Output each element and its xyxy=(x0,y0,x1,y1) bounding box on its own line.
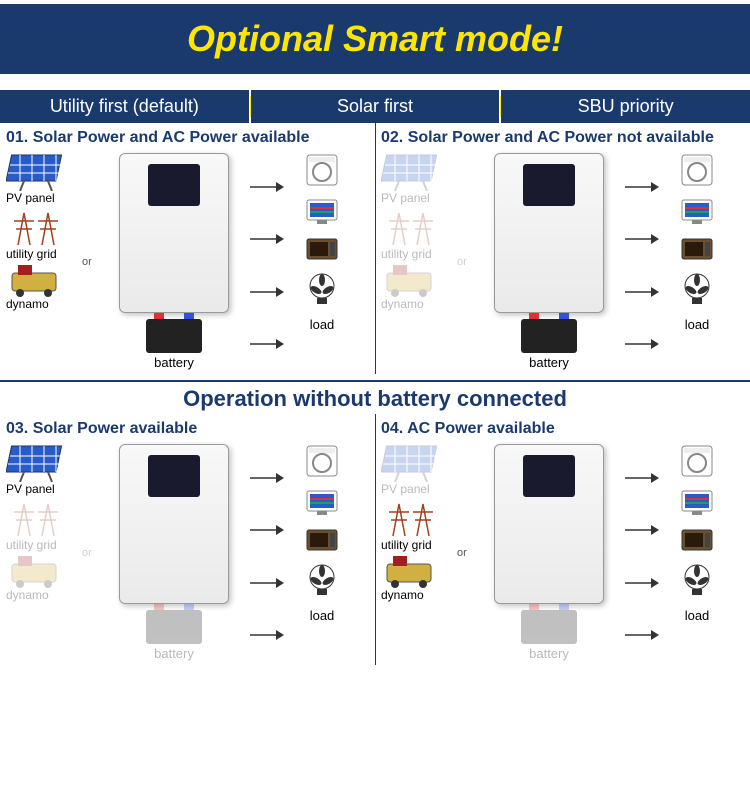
tv-icon xyxy=(680,489,714,522)
battery-icon xyxy=(521,610,577,644)
washer-icon xyxy=(305,444,339,483)
battery-label: battery xyxy=(529,355,569,370)
scenario-panel-1: 01. Solar Power and AC Power available P… xyxy=(0,123,375,374)
inverter-icon xyxy=(119,153,229,313)
battery-icon xyxy=(146,319,202,353)
washer-icon xyxy=(680,444,714,483)
fan-icon xyxy=(305,563,339,602)
loads-column: load xyxy=(292,153,352,370)
or-label: or xyxy=(82,153,100,370)
or-label: or xyxy=(82,444,100,661)
inverter-column: battery xyxy=(104,444,244,661)
arrows xyxy=(248,444,288,661)
inverter-icon xyxy=(119,444,229,604)
panels-bottom: 03. Solar Power available PV panel utili… xyxy=(0,414,750,665)
scenario-panel-2: 02. Solar Power and AC Power not availab… xyxy=(375,123,750,374)
inverter-icon xyxy=(494,444,604,604)
fan-icon xyxy=(305,272,339,311)
pv-panel-icon: PV panel xyxy=(381,153,453,205)
panels-top: 01. Solar Power and AC Power available P… xyxy=(0,123,750,374)
fan-icon xyxy=(680,272,714,311)
sources-column: PV panel utility grid dynamo xyxy=(6,444,78,661)
tv-icon xyxy=(305,198,339,231)
battery-label: battery xyxy=(154,355,194,370)
panel-title: 03. Solar Power available xyxy=(6,420,369,438)
arrows xyxy=(248,153,288,370)
panel-title: 04. AC Power available xyxy=(381,420,744,438)
sources-column: PV panel utility grid dynamo xyxy=(6,153,78,370)
pv-panel-icon: PV panel xyxy=(6,444,78,496)
utility-grid-icon: utility grid xyxy=(6,498,78,552)
utility-grid-icon: utility grid xyxy=(6,207,78,261)
arrows xyxy=(623,444,663,661)
banner-text: Optional Smart mode! xyxy=(187,18,563,59)
load-label: load xyxy=(685,317,710,332)
utility-grid-icon: utility grid xyxy=(381,498,453,552)
loads-column: load xyxy=(667,153,727,370)
scenario-panel-4: 04. AC Power available PV panel utility … xyxy=(375,414,750,665)
load-label: load xyxy=(310,317,335,332)
dynamo-icon: dynamo xyxy=(381,554,453,602)
scenario-panel-3: 03. Solar Power available PV panel utili… xyxy=(0,414,375,665)
sources-column: PV panel utility grid dynamo xyxy=(381,444,453,661)
battery-label: battery xyxy=(154,646,194,661)
mode-tab-utility[interactable]: Utility first (default) xyxy=(0,90,249,123)
washer-icon xyxy=(305,153,339,192)
microwave-icon xyxy=(680,528,714,557)
pv-panel-icon: PV panel xyxy=(381,444,453,496)
mode-tab-solar[interactable]: Solar first xyxy=(251,90,500,123)
inverter-column: battery xyxy=(479,153,619,370)
or-label: or xyxy=(457,153,475,370)
inverter-icon xyxy=(494,153,604,313)
tv-icon xyxy=(305,489,339,522)
microwave-icon xyxy=(305,237,339,266)
midband-title: Operation without battery connected xyxy=(0,382,750,414)
tv-icon xyxy=(680,198,714,231)
banner: Optional Smart mode! xyxy=(0,0,750,78)
utility-grid-icon: utility grid xyxy=(381,207,453,261)
load-label: load xyxy=(685,608,710,623)
inverter-column: battery xyxy=(104,153,244,370)
battery-icon xyxy=(521,319,577,353)
mode-tab-sbu[interactable]: SBU priority xyxy=(501,90,750,123)
fan-icon xyxy=(680,563,714,602)
or-label: or xyxy=(457,444,475,661)
battery-icon xyxy=(146,610,202,644)
panel-title: 01. Solar Power and AC Power available xyxy=(6,129,369,147)
battery-label: battery xyxy=(529,646,569,661)
dynamo-icon: dynamo xyxy=(6,263,78,311)
dynamo-icon: dynamo xyxy=(381,263,453,311)
dynamo-icon: dynamo xyxy=(6,554,78,602)
loads-column: load xyxy=(292,444,352,661)
inverter-column: battery xyxy=(479,444,619,661)
loads-column: load xyxy=(667,444,727,661)
pv-panel-icon: PV panel xyxy=(6,153,78,205)
load-label: load xyxy=(310,608,335,623)
mode-tabs: Utility first (default) Solar first SBU … xyxy=(0,90,750,123)
sources-column: PV panel utility grid dynamo xyxy=(381,153,453,370)
microwave-icon xyxy=(680,237,714,266)
arrows xyxy=(623,153,663,370)
microwave-icon xyxy=(305,528,339,557)
panel-title: 02. Solar Power and AC Power not availab… xyxy=(381,129,744,147)
washer-icon xyxy=(680,153,714,192)
